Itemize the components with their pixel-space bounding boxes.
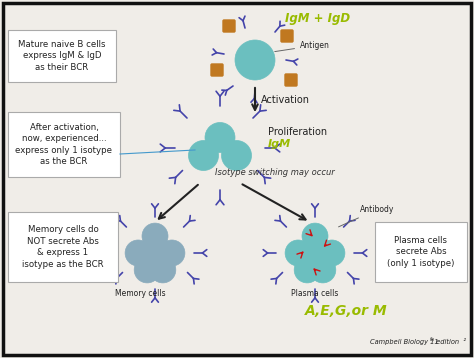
Text: Isotype switching may occur: Isotype switching may occur	[215, 168, 335, 177]
Circle shape	[285, 240, 311, 266]
Circle shape	[125, 240, 151, 266]
Text: Antibody: Antibody	[338, 205, 394, 227]
Text: Antigen: Antigen	[275, 41, 330, 52]
Circle shape	[205, 122, 235, 153]
FancyBboxPatch shape	[8, 30, 116, 82]
Circle shape	[142, 223, 168, 249]
FancyBboxPatch shape	[8, 112, 120, 177]
Circle shape	[189, 140, 219, 170]
Text: Campbell Biology 11: Campbell Biology 11	[370, 339, 438, 345]
FancyBboxPatch shape	[8, 212, 118, 282]
Circle shape	[159, 240, 185, 266]
FancyBboxPatch shape	[375, 222, 467, 282]
FancyBboxPatch shape	[281, 30, 293, 42]
Text: IgM + IgD: IgM + IgD	[285, 12, 350, 25]
Circle shape	[142, 243, 168, 268]
Text: Mature naive B cells
express IgM & IgD
as their BCR: Mature naive B cells express IgM & IgD a…	[18, 40, 106, 72]
Text: Activation: Activation	[261, 95, 310, 105]
Circle shape	[294, 257, 320, 283]
Circle shape	[221, 140, 252, 170]
Text: After activation,
now, experienced...
express only 1 isotype
as the BCR: After activation, now, experienced... ex…	[16, 123, 112, 166]
Text: Memory cells: Memory cells	[115, 289, 165, 298]
FancyBboxPatch shape	[223, 20, 235, 32]
FancyBboxPatch shape	[211, 64, 223, 76]
Circle shape	[310, 257, 336, 283]
Circle shape	[134, 257, 160, 283]
Circle shape	[150, 257, 176, 283]
Circle shape	[235, 40, 275, 80]
Text: Memory cells do
NOT secrete Abs
& express 1
isotype as the BCR: Memory cells do NOT secrete Abs & expres…	[22, 225, 104, 268]
Circle shape	[302, 243, 328, 268]
Text: Proliferation: Proliferation	[268, 127, 327, 137]
Text: edition  ²: edition ²	[434, 339, 466, 345]
Text: IgM: IgM	[268, 139, 291, 149]
FancyBboxPatch shape	[285, 74, 297, 86]
Text: Plasma cells
secrete Abs
(only 1 isotype): Plasma cells secrete Abs (only 1 isotype…	[387, 236, 455, 268]
Circle shape	[319, 240, 345, 266]
Circle shape	[302, 223, 328, 249]
Text: Plasma cells: Plasma cells	[292, 289, 339, 298]
Text: th: th	[430, 337, 435, 342]
Text: A,E,G,or M: A,E,G,or M	[305, 304, 388, 318]
